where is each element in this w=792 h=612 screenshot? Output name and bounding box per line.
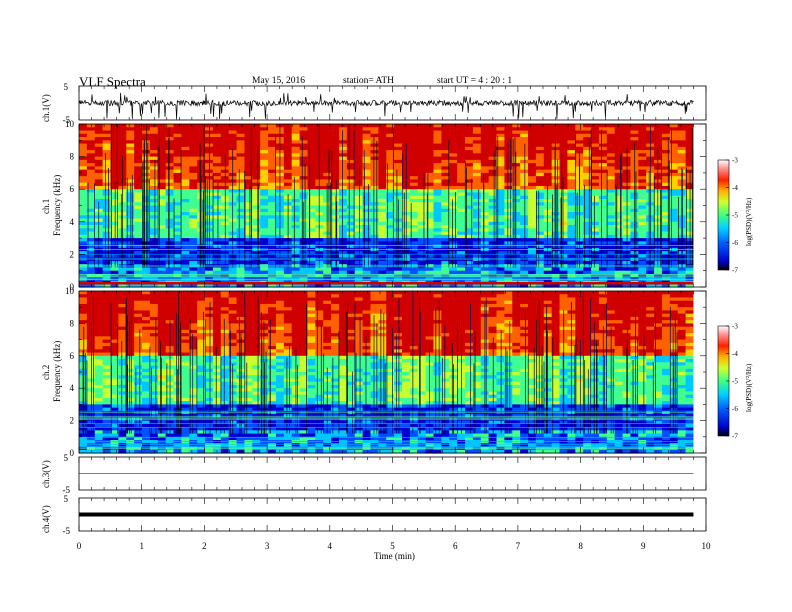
start-time-label: start UT = 4 : 20 : 1 (437, 76, 513, 86)
date-label: May 15, 2016 (252, 76, 306, 86)
x-tick-label: 0 (77, 541, 82, 551)
x-tick-label: 5 (390, 541, 395, 551)
s1-ytick-label: 0 (70, 282, 75, 292)
x-tick-label: 1 (139, 541, 144, 551)
x-tick-label: 8 (578, 541, 583, 551)
colorbar-ch2-tick-label: -5 (732, 378, 738, 386)
colorbar-ch2-tick-label: -3 (732, 323, 738, 331)
s2-ytick-label: 10 (65, 286, 75, 296)
station-label: station= ATH (343, 76, 395, 86)
s2-ytick-label: 6 (70, 351, 75, 361)
s1-ytick-label: 8 (70, 152, 75, 162)
colorbar-ch1-tick-label: -7 (732, 267, 738, 275)
s1-ytick-label: 4 (70, 217, 75, 227)
w1-ytick-top: 5 (64, 82, 69, 92)
s1-ytick-label: 2 (70, 249, 75, 259)
colorbar-ch1-tick-label: -4 (732, 184, 738, 192)
ch1-spectrogram-image (79, 124, 706, 288)
w3-ytick-bottom: -5 (63, 485, 71, 495)
w4-ytick-bottom: -5 (63, 526, 71, 536)
x-tick-label: 6 (453, 541, 458, 551)
x-tick-label: 9 (641, 541, 646, 551)
w4-ytick-top: 5 (64, 494, 69, 504)
colorbar-ch2-tick-label: -4 (732, 350, 738, 358)
s1-ytick-label: 10 (65, 119, 75, 129)
chart-title: VLF Spectra (79, 74, 146, 89)
s2-ytick-label: 0 (70, 448, 75, 458)
colorbar-ch2-tick-label: -6 (732, 405, 738, 413)
ch1-waveform-trace (78, 92, 694, 120)
x-tick-label: 7 (516, 541, 521, 551)
w3-ytick-top: 5 (64, 453, 69, 463)
w1-ytick-bottom: -5 (63, 115, 71, 125)
colorbar-ch1-tick-label: -6 (732, 239, 738, 247)
s2-ytick-label: 2 (70, 416, 75, 426)
ch2-spectrogram-image (79, 291, 706, 454)
x-tick-label: 4 (328, 541, 333, 551)
colorbar-ch1-tick-label: -5 (732, 212, 738, 220)
x-tick-label: 3 (265, 541, 270, 551)
colorbar-ch2-tick-label: -7 (732, 433, 738, 441)
colorbar-ch1-tick-label: -3 (732, 157, 738, 165)
x-tick-label: 2 (202, 541, 207, 551)
s1-ytick-label: 6 (70, 184, 75, 194)
s2-ytick-label: 4 (70, 383, 75, 393)
x-axis-label: Time (min) (374, 551, 415, 561)
x-tick-label: 10 (702, 541, 712, 551)
s2-ytick-label: 8 (70, 318, 75, 328)
